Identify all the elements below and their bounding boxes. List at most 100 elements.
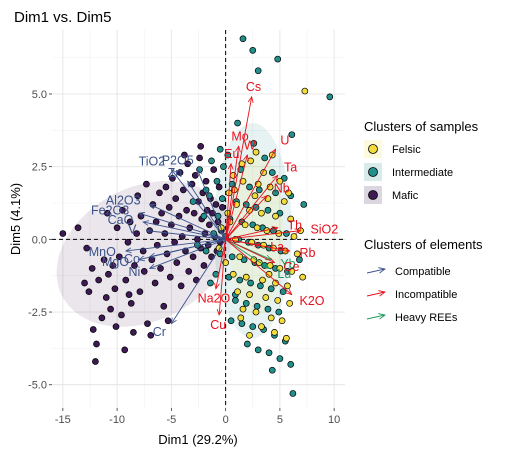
sample-point-mafic — [93, 340, 100, 348]
vector-compatible — [139, 213, 226, 240]
sample-point-intermediate — [236, 276, 244, 284]
sample-point-felsic — [253, 224, 261, 232]
sample-point-felsic — [286, 299, 294, 307]
sample-point-mafic — [162, 183, 170, 191]
sample-point-intermediate — [242, 299, 250, 307]
sample-point-felsic — [241, 221, 249, 229]
sample-point-felsic — [234, 288, 241, 296]
vector-label-incompatible: W — [244, 138, 256, 152]
vector-incompatible — [225, 146, 239, 240]
sample-point-mafic — [208, 253, 215, 261]
sample-point-felsic — [252, 308, 260, 316]
legend-key-felsic — [368, 144, 378, 154]
y-tick-label: 0.0 — [32, 234, 47, 246]
vector-compatible — [146, 231, 226, 240]
sample-point-mafic — [153, 241, 161, 249]
vector-compatible — [188, 181, 227, 240]
sample-point-mafic — [81, 279, 88, 287]
sample-point-intermediate — [202, 247, 210, 255]
sample-point-intermediate — [326, 93, 334, 101]
sample-point-mafic — [200, 262, 208, 269]
sample-point-mafic — [176, 169, 184, 176]
sample-point-mafic — [165, 204, 173, 211]
sample-point-mafic — [194, 236, 201, 243]
sample-point-mafic — [131, 262, 138, 269]
sample-point-mafic — [147, 331, 155, 339]
sample-point-mafic — [161, 230, 169, 237]
sample-point-mafic — [100, 256, 108, 264]
vector-compatible — [197, 170, 227, 240]
sample-point-intermediate — [239, 35, 247, 43]
vector-compatible — [150, 238, 226, 268]
sample-point-felsic — [229, 270, 237, 278]
sample-point-intermediate — [228, 253, 236, 261]
sample-point-mafic — [124, 238, 132, 246]
vector-incompatible — [225, 231, 301, 240]
sample-point-felsic — [260, 241, 267, 249]
sample-point-mafic — [134, 192, 142, 200]
y-tick-label: 2.5 — [32, 162, 47, 174]
vector-compatible — [150, 204, 226, 240]
sample-point-mafic — [189, 253, 197, 261]
sample-point-felsic — [274, 297, 282, 304]
legend-key-mafic — [368, 190, 378, 200]
vector-label-compatible: Cr — [153, 325, 166, 339]
vector-label-incompatible: Nb — [274, 181, 290, 195]
sample-point-intermediate — [200, 212, 208, 220]
sample-point-mafic — [112, 323, 120, 330]
sample-point-felsic — [290, 233, 298, 240]
sample-point-mafic — [98, 314, 106, 322]
vector-label-compatible: Co — [124, 252, 140, 266]
sample-point-felsic — [271, 329, 278, 336]
vector-compatible — [171, 239, 227, 323]
sample-point-felsic — [272, 212, 279, 220]
sample-point-intermediate — [257, 282, 264, 290]
sample-point-mafic — [164, 317, 172, 325]
y-axis-ticks: -5.0 -2.5 0.0 2.5 5.0 — [28, 89, 52, 392]
sample-point-mafic — [156, 189, 163, 197]
sample-point-mafic — [197, 142, 205, 150]
sample-point-intermediate — [267, 285, 275, 293]
sample-point-intermediate — [268, 169, 276, 176]
sample-point-mafic — [103, 209, 111, 217]
vector-incompatible — [225, 97, 252, 240]
vector-incompatible — [225, 164, 231, 240]
sample-point-intermediate — [300, 201, 308, 208]
sample-point-felsic — [239, 177, 247, 185]
sample-point-intermediate — [243, 340, 251, 348]
sample-point-mafic — [133, 230, 140, 237]
sample-point-mafic — [144, 320, 151, 328]
sample-point-felsic — [259, 276, 266, 284]
sample-point-mafic — [196, 154, 203, 162]
sample-point-mafic — [89, 326, 97, 333]
sample-point-mafic — [181, 151, 188, 159]
sample-point-mafic — [126, 218, 134, 226]
sample-point-mafic — [215, 183, 223, 191]
sample-point-mafic — [206, 221, 213, 229]
sample-point-felsic — [251, 192, 259, 200]
vector-label-incompatible: Ta — [284, 161, 297, 175]
sample-point-mafic — [109, 262, 117, 269]
x-axis-title: Dim1 (29.2%) — [158, 432, 237, 447]
sample-point-mafic — [127, 299, 135, 307]
vector-label-incompatible: K2O — [300, 294, 325, 308]
x-tick-label: -15 — [55, 414, 71, 426]
sample-point-felsic — [301, 87, 309, 95]
sample-point-intermediate — [288, 131, 296, 139]
sample-point-mafic — [119, 206, 126, 214]
vector-compatible — [171, 170, 226, 240]
sample-point-felsic — [276, 265, 284, 272]
y-axis-title: Dim5 (4.1%) — [8, 183, 23, 255]
sample-point-felsic — [258, 209, 265, 217]
sample-point-mafic — [185, 267, 193, 275]
sample-point-mafic — [74, 224, 82, 232]
vector-label-compatible: MnO — [89, 245, 116, 259]
vector-label-compatible: Fe2O3 — [91, 203, 129, 217]
sample-point-intermediate — [264, 305, 272, 313]
sample-point-mafic — [166, 273, 174, 281]
legend-elements-title: Clusters of elements — [364, 237, 483, 252]
sample-point-intermediate — [250, 140, 258, 147]
sample-point-intermediate — [287, 361, 295, 368]
sample-point-intermediate — [264, 206, 272, 214]
